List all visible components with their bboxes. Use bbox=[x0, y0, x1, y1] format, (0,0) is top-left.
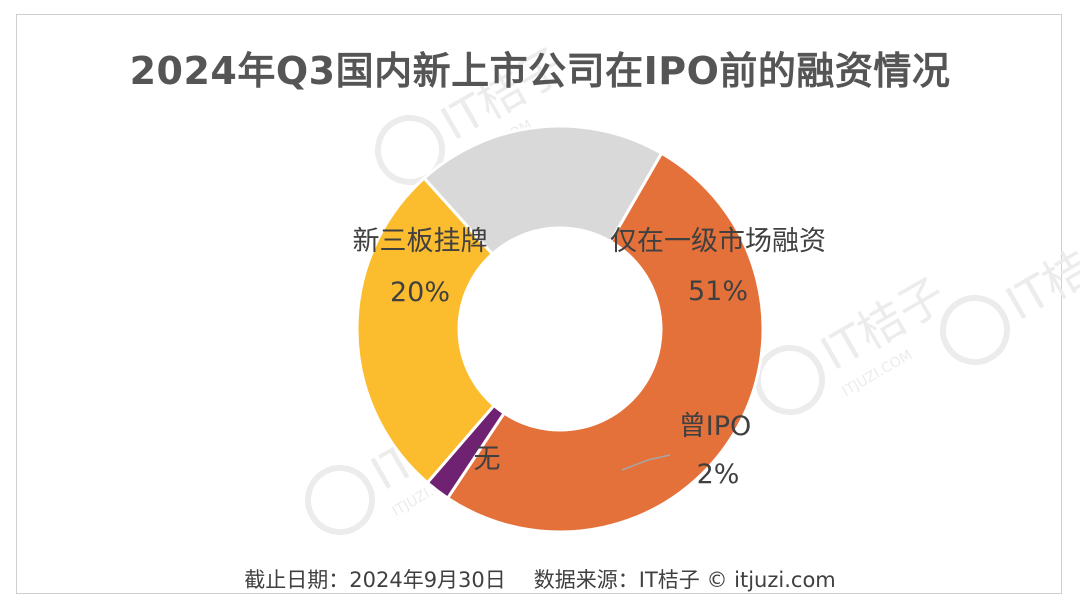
chart-title: 2024年Q3国内新上市公司在IPO前的融资情况 bbox=[129, 49, 951, 93]
slice-label-value: 2% bbox=[697, 459, 740, 490]
slice-label-name: 曾IPO bbox=[679, 411, 752, 442]
slice-label-name: 新三板挂牌 bbox=[353, 226, 488, 257]
slice-labels: 仅在一级市场融资 51% 曾IPO 2% 无 新三板挂牌 20% bbox=[353, 226, 827, 490]
footer-source: 数据来源：IT桔子 © itjuzi.com bbox=[533, 568, 836, 592]
chart-footer: 截止日期：2024年9月30日 数据来源：IT桔子 © itjuzi.com bbox=[0, 564, 1080, 594]
slice-label-name: 仅在一级市场融资 bbox=[610, 226, 826, 257]
watermark-brand: IT桔子 bbox=[997, 217, 1080, 331]
slice-2 bbox=[355, 176, 497, 485]
slice-3 bbox=[422, 124, 664, 257]
footer-date: 截止日期：2024年9月30日 bbox=[244, 568, 506, 592]
slice-label-value: 51% bbox=[688, 276, 748, 307]
donut-slices bbox=[355, 124, 765, 534]
slice-0 bbox=[445, 151, 765, 534]
slice-label-name: 无 bbox=[474, 444, 501, 475]
slice-label-value: 20% bbox=[390, 277, 450, 308]
leader-line bbox=[621, 454, 671, 471]
